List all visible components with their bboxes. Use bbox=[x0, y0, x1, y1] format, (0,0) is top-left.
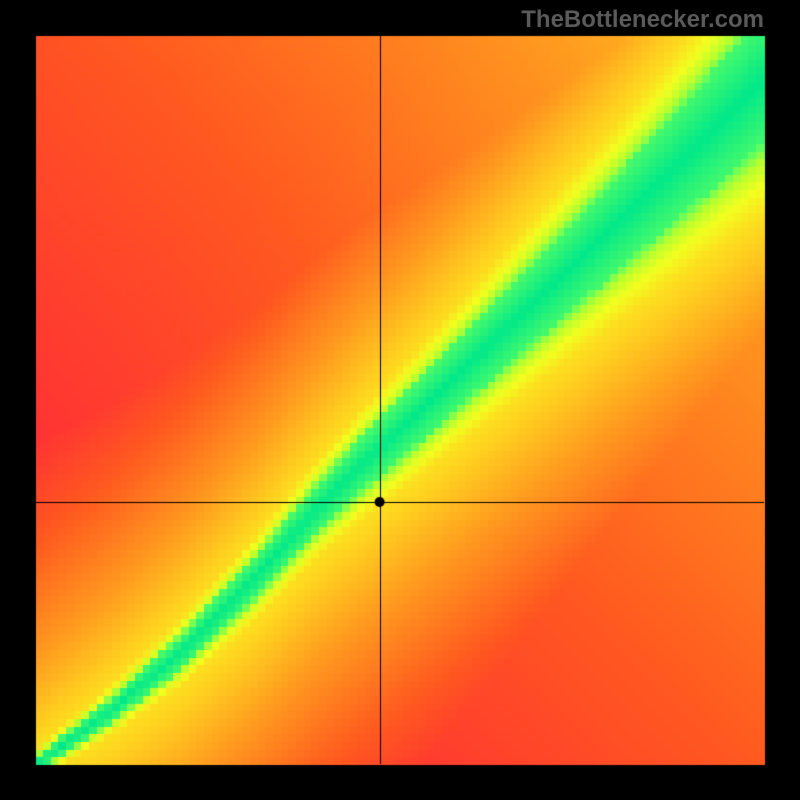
source-watermark: TheBottlenecker.com bbox=[521, 6, 764, 34]
bottleneck-heatmap bbox=[0, 0, 800, 800]
chart-container: TheBottlenecker.com bbox=[0, 0, 800, 800]
